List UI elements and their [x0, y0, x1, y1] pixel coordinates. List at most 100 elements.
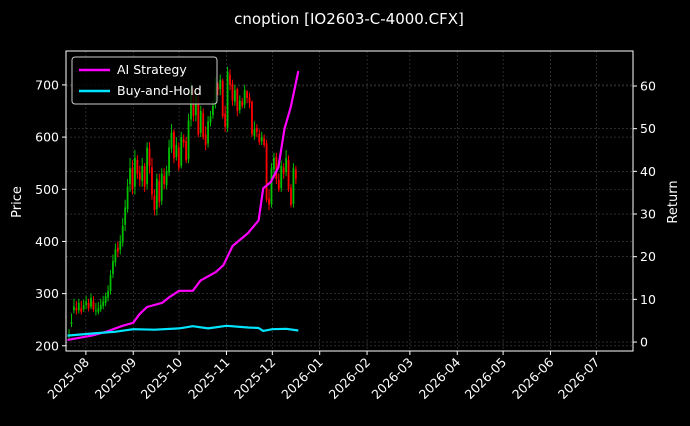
candle-body — [202, 113, 205, 138]
candle-body — [102, 301, 105, 307]
candle-body — [75, 308, 78, 311]
candle-body — [241, 101, 244, 106]
x-tick-label: 2025-09 — [92, 354, 140, 402]
candle-body — [129, 168, 131, 185]
grid-lines — [66, 51, 633, 351]
candle-body — [229, 74, 231, 85]
candle-body — [246, 91, 248, 98]
y-right-tick-label: 20 — [640, 249, 656, 264]
candle-body — [182, 139, 185, 143]
candle-body — [212, 105, 214, 116]
candle-body — [187, 120, 190, 159]
candle-body — [158, 180, 161, 203]
candle-body — [141, 165, 144, 181]
y-axis-right: 0 10 20 30 40 50 60 — [633, 78, 656, 350]
y-right-tick-label: 10 — [640, 292, 656, 307]
candle-body — [258, 133, 261, 143]
candle-body — [107, 291, 109, 298]
candle-body — [143, 166, 146, 187]
candle-body — [87, 303, 90, 309]
x-tick-label: 2026-07 — [555, 355, 603, 403]
candle-body — [119, 241, 122, 250]
candle-body — [85, 301, 88, 306]
candle-body — [270, 168, 273, 204]
candle-body — [138, 172, 141, 180]
x-tick-label: 2026-02 — [326, 355, 374, 403]
x-tick-label: 2026-04 — [416, 354, 464, 402]
x-tick-label: 2026-01 — [278, 355, 326, 403]
candle-body — [204, 134, 207, 145]
candle-body — [282, 167, 285, 174]
candle-body — [92, 301, 95, 310]
candle-body — [151, 167, 153, 195]
candle-body — [236, 89, 239, 111]
candle-body — [209, 116, 212, 123]
candle-body — [292, 168, 295, 204]
candle-body — [263, 138, 266, 145]
candle-body — [148, 148, 151, 166]
candle-body — [104, 296, 107, 303]
candle-body — [248, 97, 251, 104]
candle-body — [268, 198, 270, 205]
candle-body — [121, 225, 124, 243]
candle-body — [285, 157, 288, 173]
candle-body — [112, 261, 114, 274]
candle-body — [124, 207, 127, 225]
candle-body — [82, 305, 85, 310]
candle-body — [219, 79, 222, 90]
plot-frame — [65, 50, 634, 352]
y-left-tick-label: 500 — [35, 182, 59, 197]
legend-label-ai-strategy: AI Strategy — [117, 62, 187, 77]
candle-body — [238, 100, 241, 110]
y-right-tick-label: 50 — [640, 121, 656, 136]
x-tick-label: 2025-10 — [138, 354, 186, 402]
candle-body — [73, 306, 75, 311]
candle-body — [97, 308, 100, 313]
candle-body — [77, 303, 80, 311]
chart-title: cnoption [IO2603-C-4000.CFX] — [234, 10, 464, 28]
candle-body — [216, 87, 219, 91]
series-line-buy-and-hold — [67, 324, 299, 337]
candle-body — [231, 83, 234, 101]
y-right-tick-label: 60 — [640, 78, 656, 93]
candle-body — [177, 147, 180, 168]
candle-body — [294, 169, 297, 179]
y-left-tick-label: 200 — [35, 338, 59, 353]
candle-body — [275, 156, 278, 179]
candle-body — [173, 131, 175, 158]
candle-body — [131, 168, 134, 190]
candle-body — [260, 137, 263, 142]
candle-body — [163, 175, 166, 185]
candle-body — [168, 147, 170, 173]
candle-body — [126, 186, 129, 210]
candle-body — [194, 96, 197, 116]
candle-body — [170, 132, 173, 149]
candle-body — [190, 90, 192, 120]
line-series — [67, 70, 300, 341]
candle-body — [70, 322, 73, 324]
y-left-tick-label: 700 — [35, 77, 59, 92]
candle-body — [155, 178, 158, 210]
legend: AI Strategy Buy-and-Hold — [71, 56, 218, 105]
candle-body — [136, 160, 139, 174]
candle-body — [287, 160, 290, 190]
candle-body — [221, 80, 224, 117]
candle-body — [165, 171, 168, 186]
y-left-tick-label: 600 — [35, 130, 59, 145]
y-right-tick-label: 0 — [640, 335, 648, 350]
candle-body — [290, 187, 292, 205]
candle-body — [99, 305, 102, 310]
x-tick-label: 2025-08 — [44, 354, 92, 402]
y-axis-left-label: Price — [10, 186, 25, 218]
candle-body — [146, 147, 148, 185]
candle-body — [90, 297, 92, 307]
y-axis-right-label: Return — [666, 180, 681, 223]
candle-body — [253, 129, 256, 137]
candle-body — [160, 173, 163, 201]
x-tick-label: 2025-12 — [231, 355, 279, 403]
candle-body — [180, 137, 183, 166]
x-tick-label: 2026-06 — [509, 354, 557, 402]
series-line-ai-strategy — [67, 70, 300, 341]
